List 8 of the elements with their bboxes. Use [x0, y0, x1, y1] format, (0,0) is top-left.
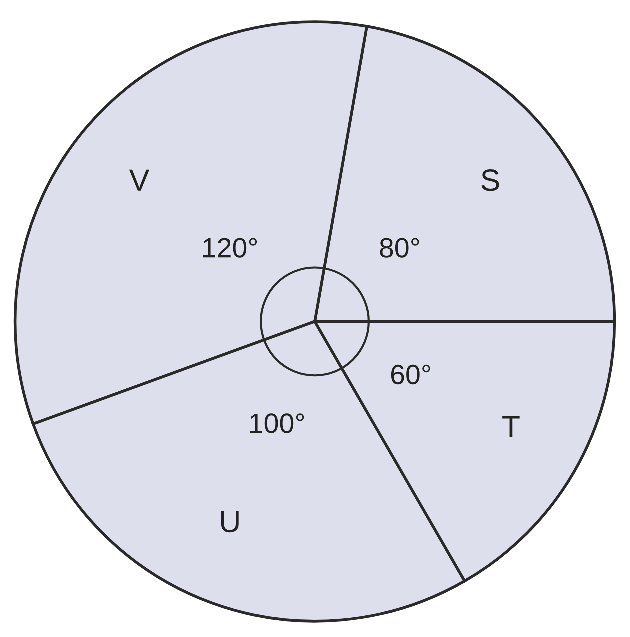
slice-label: V — [129, 170, 150, 191]
data-label: 100° — [250, 414, 304, 434]
slice-label: U — [221, 511, 239, 533]
slice-label: T — [502, 416, 520, 438]
data-label: 120° — [203, 238, 258, 258]
data-label: 60° — [391, 364, 430, 385]
data-label: 80° — [380, 238, 420, 258]
slice-label: S — [482, 170, 500, 192]
